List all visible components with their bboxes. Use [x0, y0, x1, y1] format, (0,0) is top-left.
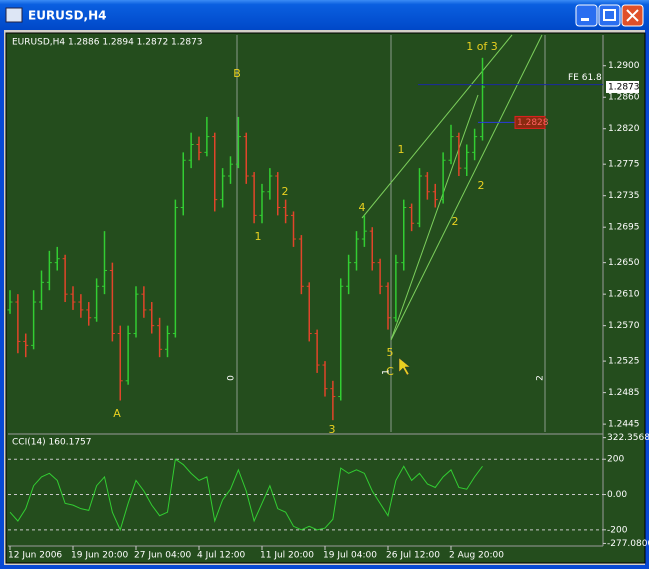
x-tick-label: 2 Aug 20:00: [449, 551, 504, 561]
x-tick-label: 19 Jul 04:00: [323, 551, 377, 561]
wave-label: 2: [478, 179, 485, 192]
y-tick-label: 1.2735: [608, 191, 640, 201]
cci-tick-label: -200: [607, 525, 628, 535]
wave-label: 3: [329, 423, 336, 436]
fe-label: FE 61.8: [568, 73, 602, 83]
y-tick-label: 1.2900: [608, 61, 640, 71]
wave-label: 4: [359, 201, 366, 214]
cci-tick-label: 0.00: [607, 490, 627, 500]
channel-line: [390, 34, 543, 341]
cci-tick-label: 200: [607, 455, 624, 465]
cci-tick-label: -277.0800: [607, 539, 649, 549]
price-box: [606, 80, 639, 93]
target-label: 1.2828: [517, 118, 549, 128]
y-tick-label: 1.2650: [608, 258, 640, 268]
time-zone-label: 2: [536, 375, 546, 381]
price-label: 1.2873: [608, 82, 640, 92]
x-tick-label: 19 Jun 20:00: [71, 551, 128, 561]
time-zone-label: 1: [382, 369, 392, 375]
y-tick-label: 1.2485: [608, 388, 640, 398]
y-tick-label: 1.2820: [608, 124, 640, 134]
y-tick-label: 1.2570: [608, 321, 640, 331]
wave-label: 2: [452, 215, 459, 228]
wave-label: 5: [387, 346, 394, 359]
wave-label: 1 of 3: [466, 40, 498, 53]
cci-label: CCI(14) 160.1757: [12, 438, 92, 448]
chart-header: EURUSD,H4 1.2886 1.2894 1.2872 1.2873: [12, 38, 203, 48]
wave-label: B: [233, 67, 241, 80]
target-box: [514, 115, 546, 129]
wave-label: A: [113, 407, 121, 420]
x-tick-label: 27 Jun 04:00: [134, 551, 191, 561]
wave-label: 1: [398, 143, 405, 156]
chart-area: [5, 32, 646, 564]
close-button[interactable]: [621, 4, 644, 27]
y-tick-label: 1.2775: [608, 160, 640, 170]
x-tick-label: 12 Jun 2006: [8, 551, 62, 561]
cci-line: [9, 458, 483, 532]
y-tick-label: 1.2695: [608, 223, 640, 233]
time-zone-label: 0: [227, 375, 237, 381]
window-title: EURUSD,H4: [28, 9, 106, 23]
x-tick-label: 26 Jul 12:00: [386, 551, 440, 561]
minimize-button[interactable]: [575, 4, 598, 27]
y-tick-label: 1.2525: [608, 357, 640, 367]
cci-tick-label: 322.3568: [607, 433, 649, 443]
title-bar: [0, 0, 649, 30]
wave-label: 1: [255, 230, 262, 243]
y-tick-label: 1.2860: [608, 93, 640, 103]
wave-label: 2: [282, 185, 289, 198]
y-tick-label: 1.2445: [608, 420, 640, 430]
channel-line: [390, 94, 479, 341]
x-tick-label: 4 Jul 12:00: [197, 551, 246, 561]
mouse-cursor: [398, 357, 411, 376]
y-tick-label: 1.2610: [608, 290, 640, 300]
wave-label: C: [386, 365, 394, 378]
channel-line: [361, 34, 513, 219]
x-tick-label: 11 Jul 20:00: [260, 551, 314, 561]
app-icon: [5, 7, 23, 23]
maximize-button[interactable]: [598, 4, 621, 27]
